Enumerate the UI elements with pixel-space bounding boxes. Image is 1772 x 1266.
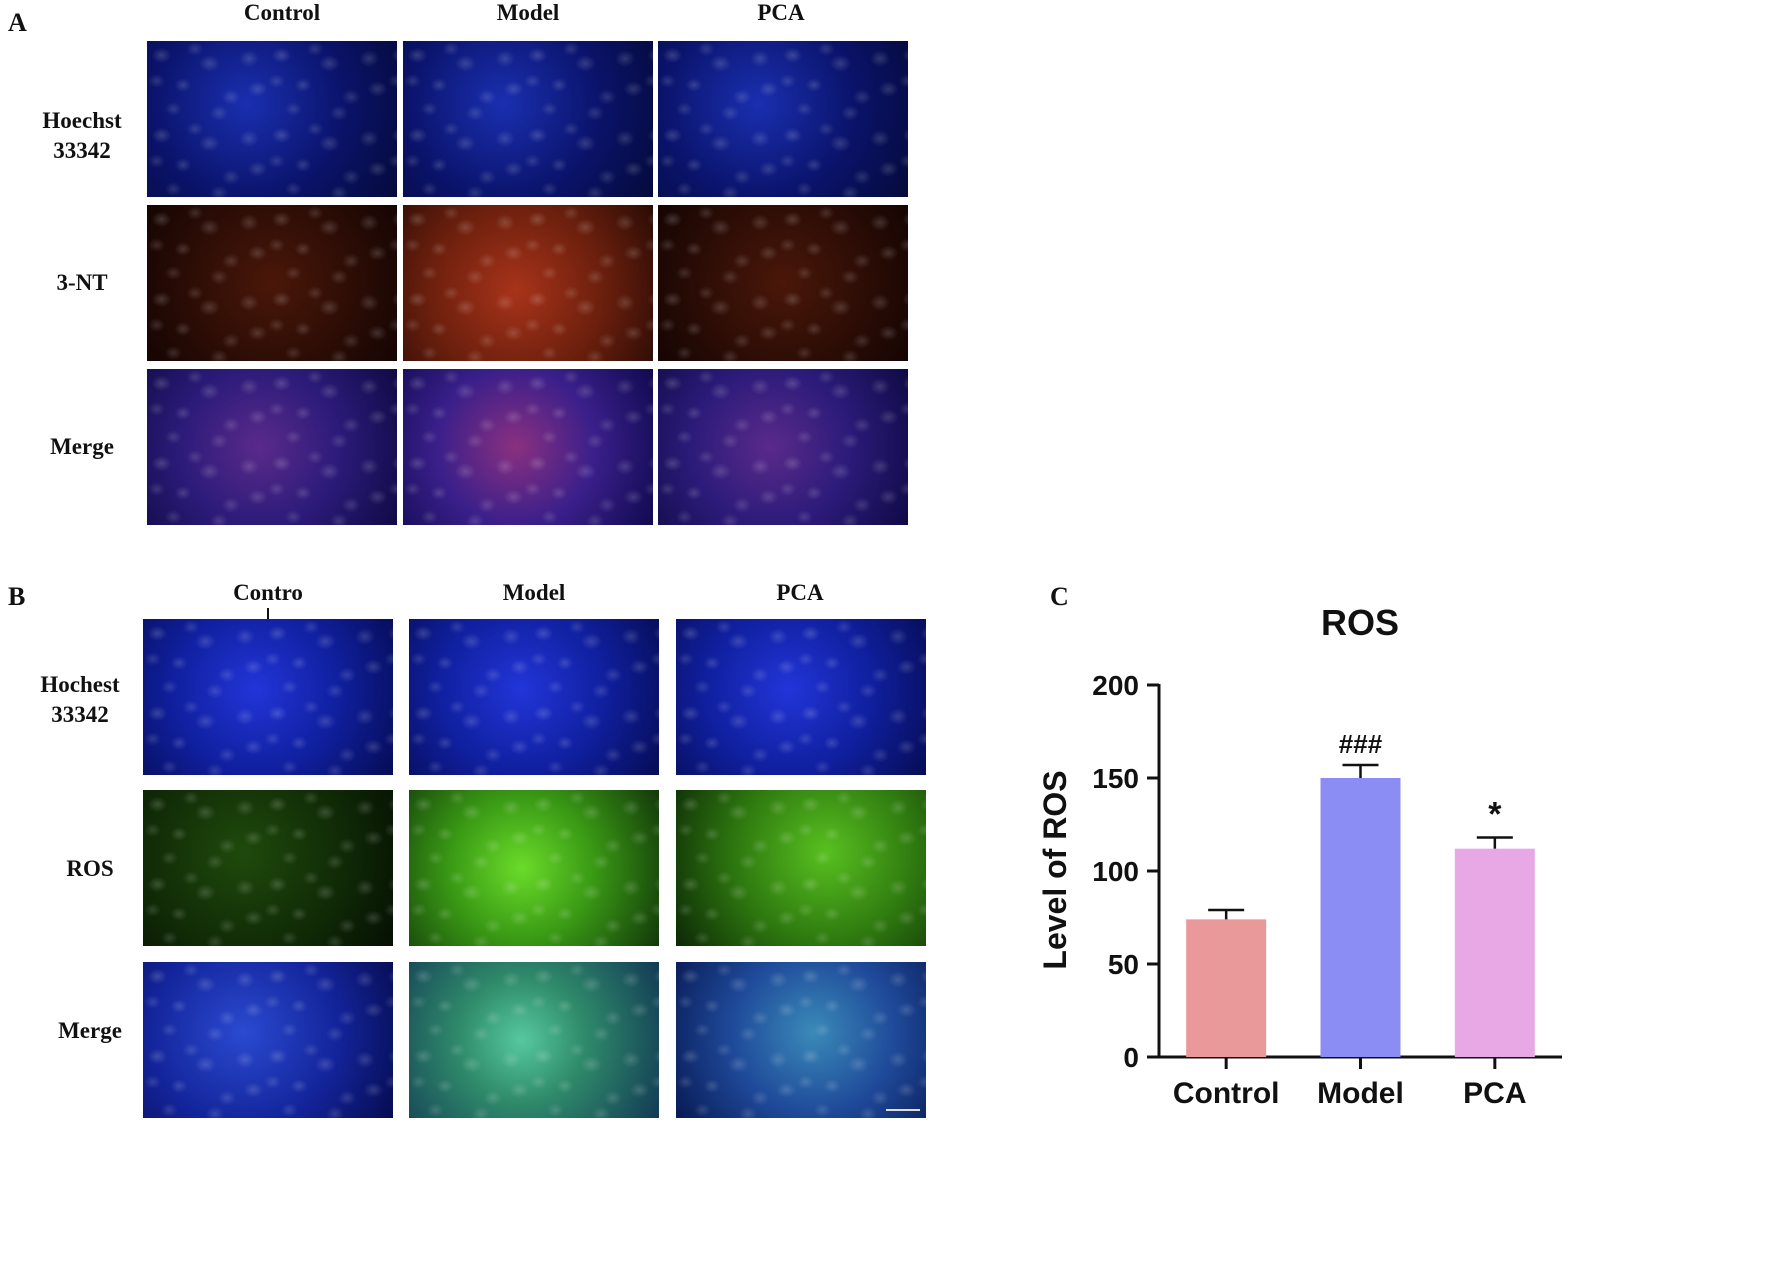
- image-a-merge-pca: [658, 369, 908, 525]
- image-a-hoechst-model: [403, 41, 653, 197]
- panel-a-row-hoechst: Hoechst 33342: [42, 108, 122, 163]
- panel-b-row-ros: ROS: [66, 856, 114, 881]
- panel-b-row-hoechst: Hochest 33342: [40, 672, 120, 727]
- panel-a-letter: A: [8, 8, 27, 37]
- x-tick-label: PCA: [1463, 1077, 1526, 1110]
- y-axis-label: Level of ROS: [1037, 770, 1073, 969]
- panel-b-col-pca: PCA: [776, 580, 824, 605]
- image-b-merge-control: [143, 962, 393, 1118]
- scale-bar: [886, 1109, 920, 1111]
- image-b-merge-pca: [676, 962, 926, 1118]
- y-tick-label: 150: [1092, 763, 1139, 794]
- panel-c-letter: C: [1050, 582, 1069, 611]
- image-a-hoechst-pca: [658, 41, 908, 197]
- image-a-hoechst-control: [147, 41, 397, 197]
- x-tick-label: Model: [1317, 1077, 1404, 1110]
- panel-a-row-3nt: 3-NT: [56, 270, 108, 295]
- image-b-ros-pca: [676, 790, 926, 946]
- significance-label: ###: [1339, 729, 1383, 759]
- panel-a-col-model: Model: [496, 0, 560, 25]
- bar-pca: [1454, 848, 1535, 1057]
- y-tick-label: 50: [1108, 949, 1139, 980]
- tick-mark: [267, 608, 269, 620]
- bar-model: [1320, 778, 1401, 1057]
- panel-b-row-merge: Merge: [58, 1018, 122, 1043]
- y-tick-label: 100: [1092, 856, 1139, 887]
- image-a-merge-model: [403, 369, 653, 525]
- image-b-ros-model: [409, 790, 659, 946]
- panel-b-col-model: Model: [502, 580, 566, 605]
- panel-a-col-control: Control: [243, 0, 321, 25]
- chart-title: ROS: [1321, 602, 1399, 643]
- panel-a-row-merge: Merge: [50, 434, 114, 459]
- image-b-ros-control: [143, 790, 393, 946]
- y-tick-label: 0: [1123, 1042, 1139, 1073]
- y-tick-label: 200: [1092, 670, 1139, 701]
- panel-b-letter: B: [8, 582, 26, 611]
- image-a-3nt-model: [403, 205, 653, 361]
- bar-control: [1186, 919, 1267, 1057]
- image-a-3nt-control: [147, 205, 397, 361]
- image-b-merge-model: [409, 962, 659, 1118]
- panel-a-col-pca: PCA: [757, 0, 805, 25]
- x-tick-label: Control: [1173, 1077, 1280, 1110]
- image-b-hoechst-model: [409, 619, 659, 775]
- image-b-hoechst-control: [143, 619, 393, 775]
- panel-b-col-control: Contro: [233, 580, 303, 605]
- image-b-hoechst-pca: [676, 619, 926, 775]
- image-a-3nt-pca: [658, 205, 908, 361]
- image-a-merge-control: [147, 369, 397, 525]
- significance-label: *: [1488, 796, 1502, 834]
- ros-bar-chart: ROS Level of ROS 0 50 100 150 200 Control Mode…: [1037, 602, 1562, 1110]
